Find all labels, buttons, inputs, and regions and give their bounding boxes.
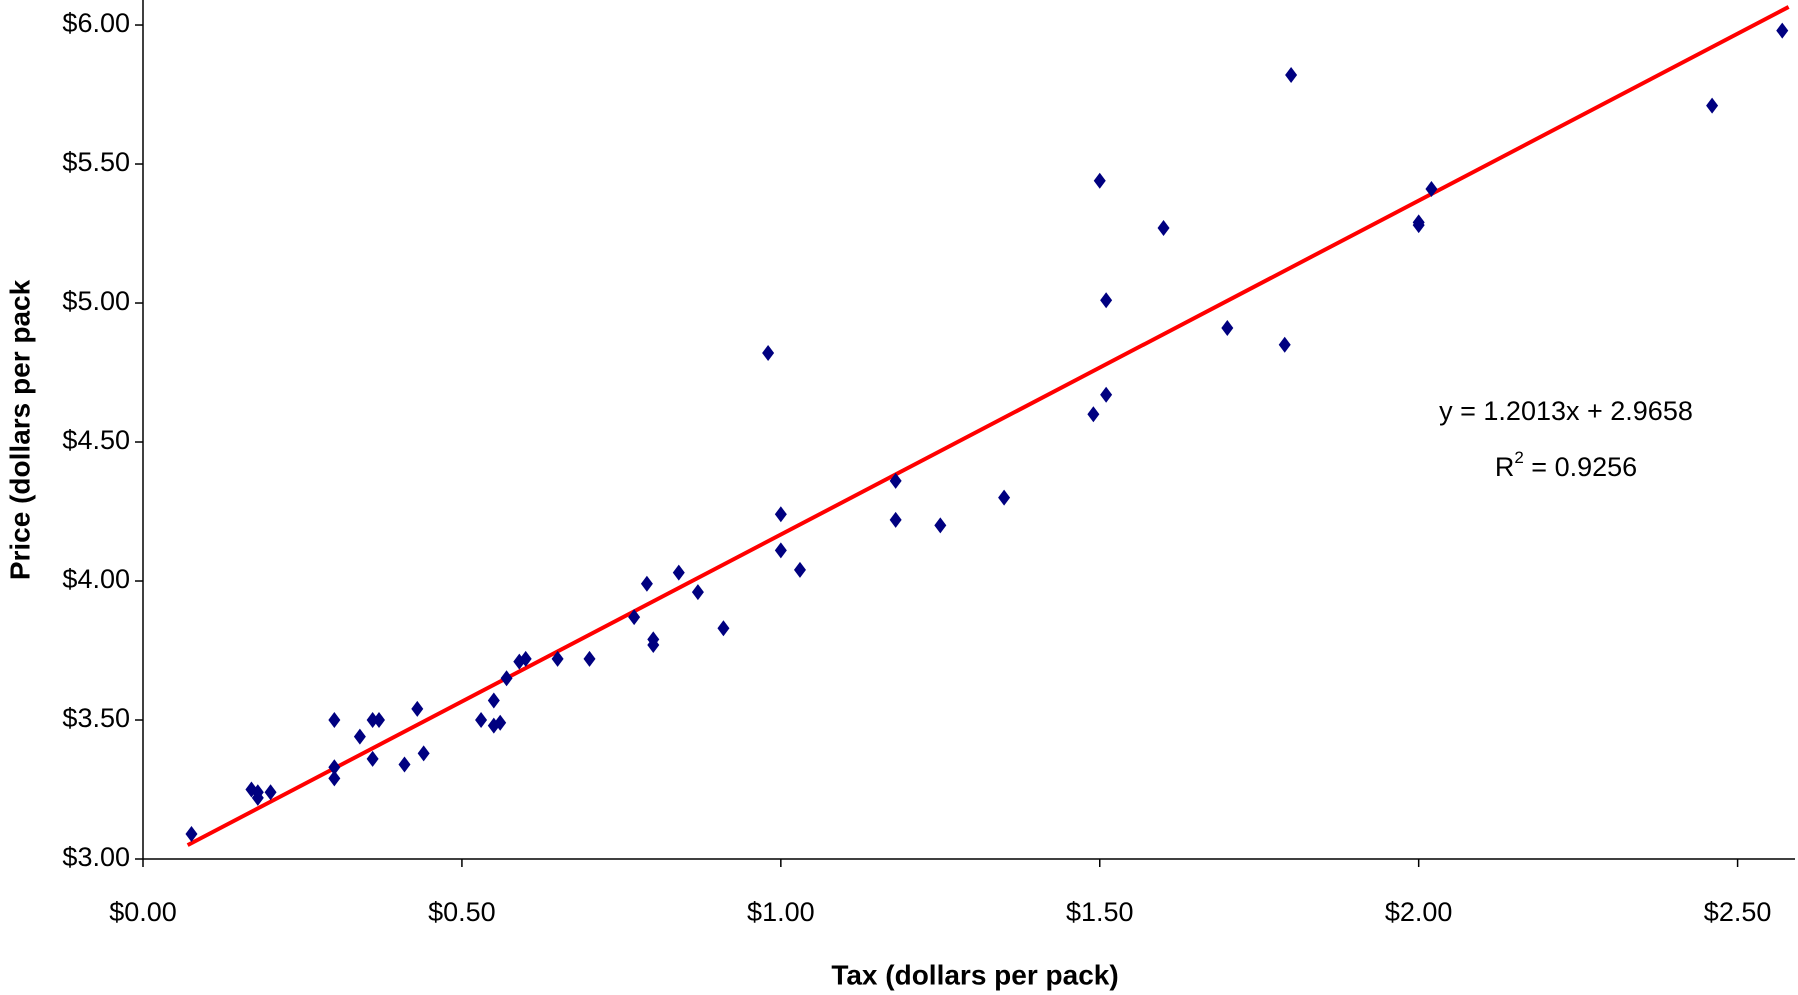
data-point	[251, 789, 264, 806]
x-tick-label: $2.00	[1385, 897, 1453, 927]
data-point	[774, 506, 787, 523]
y-tick-label: $6.00	[62, 8, 130, 38]
x-tick-label: $2.50	[1704, 897, 1772, 927]
data-point	[889, 511, 902, 528]
data-point	[551, 650, 564, 667]
r-squared: R2 = 0.9256	[1495, 448, 1637, 482]
data-point	[494, 714, 507, 731]
data-point	[762, 345, 775, 362]
data-point	[934, 517, 947, 534]
data-point	[1285, 67, 1298, 84]
data-point	[889, 472, 902, 489]
y-tick-label: $3.50	[62, 703, 130, 733]
data-point	[583, 650, 596, 667]
r-squared-sup: 2	[1514, 448, 1523, 467]
data-point	[1278, 336, 1291, 353]
data-point	[1087, 406, 1100, 423]
y-axis-title: Price (dollars per pack	[4, 279, 35, 580]
x-tick-label: $0.50	[428, 897, 496, 927]
r-squared-base: R	[1495, 452, 1515, 482]
data-point	[640, 575, 653, 592]
x-tick-label: $0.00	[109, 897, 177, 927]
data-point	[672, 564, 685, 581]
data-point	[373, 712, 385, 729]
data-point	[353, 728, 366, 745]
data-point	[774, 542, 787, 559]
data-point	[647, 636, 660, 653]
data-point	[328, 759, 341, 776]
data-point	[398, 756, 411, 773]
data-point	[185, 825, 198, 842]
y-tick-label: $4.50	[62, 425, 130, 455]
data-point	[1157, 219, 1170, 236]
data-point	[366, 712, 379, 729]
data-point	[1221, 320, 1234, 337]
data-point	[519, 650, 532, 667]
data-point	[1425, 181, 1438, 198]
data-point	[487, 692, 500, 709]
data-point	[411, 700, 424, 717]
data-point	[1776, 22, 1789, 39]
y-tick-label: $5.50	[62, 147, 130, 177]
data-point	[998, 489, 1011, 506]
data-point	[417, 745, 430, 762]
data-point	[1100, 386, 1113, 403]
y-tick-label: $4.00	[62, 564, 130, 594]
data-point	[328, 712, 341, 729]
data-point	[717, 620, 730, 637]
x-axis-title: Tax (dollars per pack)	[831, 959, 1118, 990]
x-tick-label: $1.00	[747, 897, 815, 927]
x-tick-label: $1.50	[1066, 897, 1134, 927]
y-tick-label: $5.00	[62, 286, 130, 316]
data-point	[1412, 217, 1425, 234]
data-point	[691, 584, 704, 601]
trendline	[186, 5, 1790, 847]
data-point	[628, 609, 641, 626]
data-point	[264, 784, 277, 801]
data-point	[328, 770, 341, 787]
data-point	[1706, 97, 1719, 114]
data-point	[500, 670, 513, 687]
data-point	[1100, 292, 1113, 309]
data-point	[1093, 172, 1106, 189]
trend-equation: y = 1.2013x + 2.9658	[1439, 396, 1693, 426]
r-squared-rest: = 0.9256	[1524, 452, 1637, 482]
data-point	[475, 712, 488, 729]
y-tick-label: $3.00	[62, 842, 130, 872]
data-point	[793, 561, 806, 578]
data-point	[366, 750, 379, 767]
